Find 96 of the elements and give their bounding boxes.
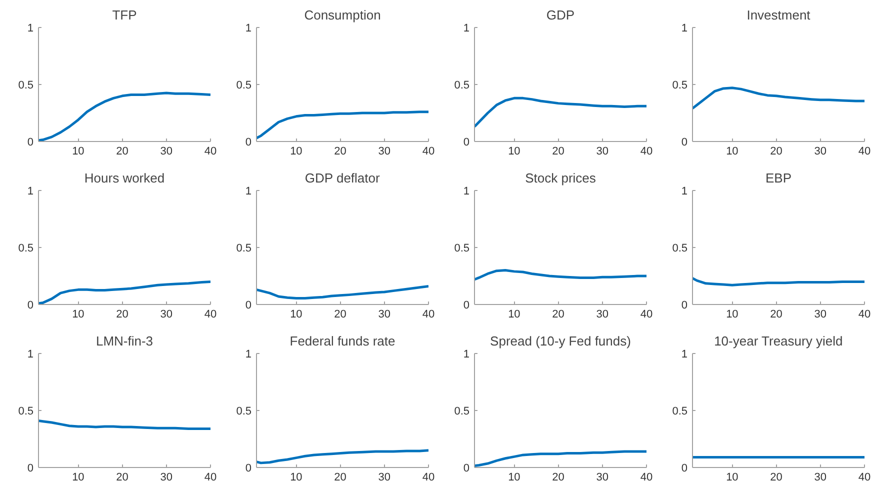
chart-title: Consumption	[304, 8, 381, 22]
y-tick-label: 0	[245, 462, 252, 474]
x-tick-label: 20	[552, 308, 564, 320]
x-tick-label: 10	[290, 308, 302, 320]
y-tick-label: 1	[245, 22, 252, 34]
x-tick-label: 30	[378, 146, 391, 158]
x-tick-label: 40	[204, 308, 217, 320]
x-tick-label: 10	[726, 308, 738, 320]
y-tick-label: 0	[681, 462, 688, 474]
x-tick-label: 30	[160, 472, 173, 484]
chart-title: Federal funds rate	[290, 334, 396, 348]
x-tick-label: 30	[378, 308, 391, 320]
x-tick-label: 20	[116, 472, 128, 484]
x-tick-label: 30	[160, 146, 173, 158]
x-tick-label: 40	[640, 472, 653, 484]
x-tick-label: 20	[552, 146, 564, 158]
y-tick-label: 1	[245, 348, 252, 360]
x-tick-label: 40	[858, 308, 871, 320]
y-tick-label: 0	[27, 462, 34, 474]
y-tick-label: 0.5	[672, 80, 688, 92]
y-tick-label: 0.5	[672, 406, 688, 418]
x-tick-label: 40	[422, 472, 435, 484]
y-tick-label: 0	[27, 136, 34, 148]
y-tick-label: 0	[463, 462, 470, 474]
x-tick-label: 20	[770, 472, 782, 484]
chart-title: Investment	[746, 8, 811, 22]
x-tick-label: 10	[72, 472, 84, 484]
x-tick-label: 40	[422, 146, 435, 158]
y-tick-label: 1	[463, 348, 470, 360]
x-tick-label: 20	[334, 146, 346, 158]
x-tick-label: 10	[290, 472, 302, 484]
x-tick-label: 20	[334, 472, 346, 484]
x-tick-label: 20	[116, 146, 128, 158]
x-tick-label: 40	[422, 308, 435, 320]
y-tick-label: 0.5	[454, 80, 470, 92]
x-tick-label: 20	[334, 308, 346, 320]
y-tick-label: 1	[245, 186, 252, 198]
x-tick-label: 30	[814, 146, 827, 158]
x-tick-label: 10	[726, 472, 738, 484]
chart-title: TFP	[112, 8, 137, 22]
y-tick-label: 0.5	[454, 406, 470, 418]
y-tick-label: 0	[27, 300, 34, 312]
y-tick-label: 0	[681, 136, 688, 148]
chart-title: 10-year Treasury yield	[714, 334, 843, 348]
x-tick-label: 30	[596, 146, 609, 158]
x-tick-label: 30	[378, 472, 391, 484]
y-tick-label: 0	[681, 300, 688, 312]
y-tick-label: 1	[681, 348, 688, 360]
x-tick-label: 10	[72, 308, 84, 320]
y-tick-label: 0.5	[236, 406, 252, 418]
y-tick-label: 0.5	[236, 242, 252, 254]
y-tick-label: 1	[681, 22, 688, 34]
x-tick-label: 10	[290, 146, 302, 158]
y-tick-label: 0	[245, 136, 252, 148]
y-tick-label: 1	[463, 186, 470, 198]
chart-title: GDP deflator	[304, 170, 381, 186]
y-tick-label: 0.5	[454, 242, 470, 254]
y-tick-label: 1	[681, 186, 688, 198]
y-tick-label: 1	[27, 186, 34, 198]
x-tick-label: 40	[640, 146, 653, 158]
x-tick-label: 20	[770, 308, 782, 320]
y-tick-label: 0.5	[18, 80, 34, 92]
y-tick-label: 0	[245, 300, 252, 312]
x-tick-label: 20	[770, 146, 782, 158]
x-tick-label: 20	[552, 472, 564, 484]
chart-title: Stock prices	[525, 170, 596, 186]
x-tick-label: 40	[640, 308, 653, 320]
x-tick-label: 30	[596, 308, 609, 320]
x-tick-label: 40	[858, 472, 871, 484]
chart-title: Hours worked	[84, 170, 165, 186]
x-tick-label: 40	[204, 472, 217, 484]
y-tick-label: 0	[463, 300, 470, 312]
x-tick-label: 10	[508, 146, 520, 158]
x-tick-label: 10	[726, 146, 738, 158]
y-tick-label: 1	[27, 22, 34, 34]
chart-title: EBP	[765, 170, 792, 186]
y-tick-label: 1	[463, 22, 470, 34]
y-tick-label: 1	[27, 348, 34, 360]
y-tick-label: 0.5	[236, 80, 252, 92]
x-tick-label: 10	[508, 308, 520, 320]
x-tick-label: 30	[814, 308, 827, 320]
chart-title: Spread (10-y Fed funds)	[490, 334, 631, 348]
y-tick-label: 0	[463, 136, 470, 148]
x-tick-label: 20	[116, 308, 128, 320]
y-tick-label: 0.5	[672, 242, 688, 254]
chart-title: GDP	[546, 8, 575, 22]
x-tick-label: 30	[814, 472, 827, 484]
x-tick-label: 30	[596, 472, 609, 484]
x-tick-label: 30	[160, 308, 173, 320]
y-tick-label: 0.5	[18, 406, 34, 418]
x-tick-label: 10	[72, 146, 84, 158]
x-tick-label: 40	[858, 146, 871, 158]
y-tick-label: 0.5	[18, 242, 34, 254]
x-tick-label: 40	[204, 146, 217, 158]
x-tick-label: 10	[508, 472, 520, 484]
chart-title: LMN-fin-3	[96, 334, 154, 348]
